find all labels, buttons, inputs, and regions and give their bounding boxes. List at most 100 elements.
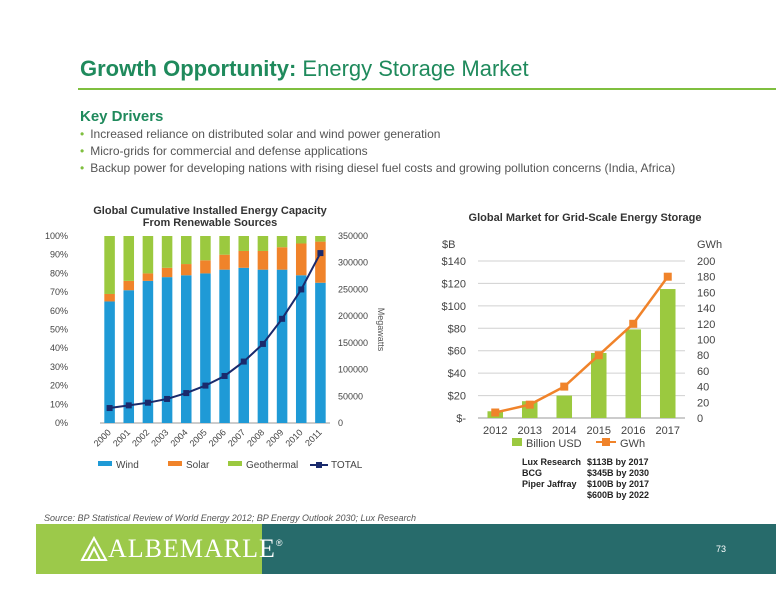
- y-tick-label-right: 200: [697, 256, 715, 268]
- legend-swatch: [98, 461, 112, 466]
- gwh-point: [525, 400, 534, 409]
- source-note: Source: BP Statistical Review of World E…: [44, 513, 417, 523]
- legend-label: Solar: [186, 460, 210, 471]
- forecast-row: BCG $345B by 2030: [522, 468, 649, 479]
- footer-band: ALBEMARLE ® 73: [0, 524, 776, 574]
- page-title-rest: Energy Storage Market: [302, 56, 529, 81]
- forecast-value: $100B by 2017: [587, 479, 650, 489]
- gwh-point: [663, 272, 672, 281]
- y-tick-label-left: $140: [442, 256, 466, 268]
- key-driver-text: Micro-grids for commercial and defense a…: [90, 144, 368, 158]
- forecast-row: Lux Research $113B by 2017: [522, 457, 649, 468]
- bar-solar: [104, 293, 115, 302]
- y-tick-label-left: 40%: [50, 343, 68, 353]
- y-tick-label-left: $40: [448, 368, 466, 380]
- total-point: [144, 399, 151, 406]
- forecast-row: $600B by 2022: [522, 490, 649, 501]
- x-tick-label: 2008: [245, 427, 266, 448]
- forecast-source: BCG: [522, 468, 542, 478]
- y-tick-label-left: $-: [456, 413, 466, 425]
- y-tick-label-right: 150000: [338, 338, 368, 348]
- y-tick-label-right: 60: [697, 366, 709, 378]
- bar-geothermal: [238, 236, 250, 251]
- bar-wind: [142, 280, 154, 423]
- x-tick-label: 2004: [168, 427, 189, 448]
- y-tick-label-right: 80: [697, 350, 709, 362]
- y-tick-label-right: 140: [697, 303, 715, 315]
- legend-label: Billion USD: [526, 438, 582, 450]
- legend-swatch-point: [316, 462, 322, 468]
- page-title-bold: Growth Opportunity:: [80, 56, 297, 81]
- bar-wind: [219, 269, 230, 423]
- legend-swatch: [168, 461, 182, 466]
- page-number: 73: [716, 544, 727, 554]
- bar-geothermal: [161, 236, 173, 268]
- total-point: [259, 340, 266, 347]
- y-tick-label-left: $80: [448, 323, 466, 335]
- y-tick-label-right: 160: [697, 287, 715, 299]
- x-tick-label: 2010: [283, 427, 304, 448]
- y-tick-label-left: 30%: [50, 362, 68, 372]
- y-tick-label-right: 50000: [338, 391, 363, 401]
- y-tick-label-right: 250000: [338, 284, 368, 294]
- key-drivers-list: • Increased reliance on distributed solar…: [80, 126, 675, 177]
- y-tick-label-right: 350000: [338, 231, 368, 241]
- bar-geothermal: [104, 236, 115, 294]
- total-point: [279, 315, 286, 322]
- bar-billion-usd: [590, 352, 607, 418]
- legend-label: Wind: [116, 460, 139, 471]
- key-driver-text: Backup power for developing nations with…: [90, 161, 676, 175]
- total-point: [125, 402, 132, 409]
- x-tick-label: 2002: [130, 427, 151, 448]
- y-tick-label-right: 100: [697, 335, 715, 347]
- legend-label: Geothermal: [246, 460, 298, 471]
- bar-geothermal: [180, 236, 192, 265]
- bar-wind: [200, 273, 211, 423]
- bar-billion-usd: [659, 289, 676, 418]
- bullet-icon: •: [80, 127, 85, 141]
- bar-geothermal: [200, 236, 211, 261]
- legend-label: TOTAL: [331, 460, 363, 471]
- bar-geothermal: [276, 236, 288, 248]
- bar-solar: [276, 247, 288, 270]
- x-tick-label: 2000: [92, 427, 113, 448]
- bar-geothermal: [142, 236, 154, 274]
- gwh-line: [494, 275, 669, 414]
- y-tick-label-right: 180: [697, 272, 715, 284]
- y-tick-label-right: 40: [697, 382, 709, 394]
- gwh-point: [491, 408, 500, 417]
- x-tick-label: 2009: [264, 427, 285, 448]
- bar-solar: [142, 273, 154, 281]
- gwh-point: [629, 319, 638, 328]
- forecast-value: $345B by 2030: [587, 468, 650, 478]
- forecast-table: Lux Research $113B by 2017 BCG $345B by 20…: [522, 457, 649, 501]
- logo-mark-icon: [80, 536, 108, 561]
- bar-geothermal: [219, 236, 230, 255]
- y-tick-label-left: 50%: [50, 325, 68, 335]
- bar-wind: [276, 269, 288, 423]
- x-tick-label: 2014: [552, 425, 576, 437]
- total-line: [109, 252, 322, 410]
- bar-solar: [238, 250, 250, 268]
- bar-wind: [180, 275, 192, 423]
- key-driver-item: • Micro-grids for commercial and defense …: [80, 143, 675, 160]
- x-tick-label: 2011: [303, 427, 324, 448]
- bar-solar: [123, 280, 135, 291]
- y-tick-label-left: 0%: [55, 418, 68, 428]
- total-point: [240, 358, 247, 365]
- logo-text: ALBEMARLE: [108, 534, 276, 563]
- legend-swatch: [228, 461, 242, 466]
- total-point: [164, 395, 171, 402]
- total-point: [183, 390, 190, 397]
- y-tick-label-left: 100%: [45, 231, 68, 241]
- footer-green-block: [36, 524, 262, 574]
- forecast-row: Piper Jaffray $100B by 2017: [522, 479, 649, 490]
- total-point: [317, 250, 324, 257]
- gwh-point: [560, 382, 569, 391]
- x-tick-label: 2003: [149, 427, 170, 448]
- x-tick-label: 2001: [111, 427, 132, 448]
- y-axis-title-right: Megawatts: [376, 308, 386, 352]
- bar-solar: [219, 254, 230, 270]
- chart1-title: Global Cumulative Installed Energy Capac…: [93, 205, 327, 229]
- x-tick-label: 2006: [207, 427, 228, 448]
